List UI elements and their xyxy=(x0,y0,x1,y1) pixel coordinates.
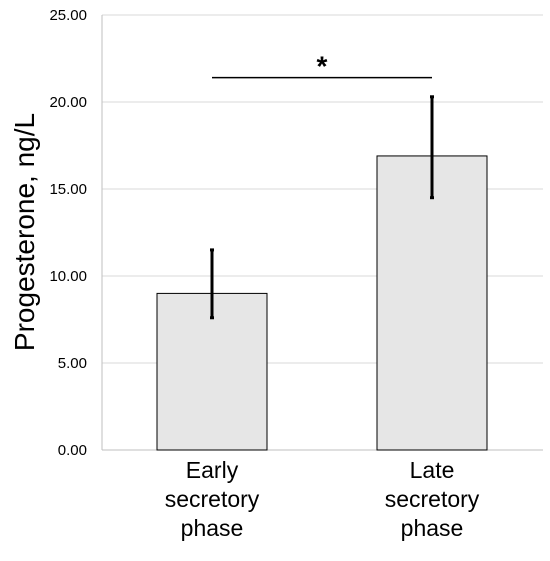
bars xyxy=(156,155,488,451)
x-category-label: secretory xyxy=(165,486,260,512)
y-tick-label: 15.00 xyxy=(49,181,87,198)
y-tick-label: 5.00 xyxy=(58,355,87,372)
y-tick-label: 20.00 xyxy=(49,94,87,111)
x-category-label: Early xyxy=(186,457,239,483)
y-tick-label: 10.00 xyxy=(49,268,87,285)
x-category-label: secretory xyxy=(385,486,480,512)
bar xyxy=(376,155,488,451)
error-bars xyxy=(210,95,434,320)
significance-annotation: * xyxy=(212,51,432,82)
bar xyxy=(156,292,268,451)
y-axis-title: Progesterone, ng/L xyxy=(9,113,40,351)
axis-labels: 0.00 5.00 10.00 15.00 20.00 25.00 Early secreto… xyxy=(9,7,480,541)
x-category-label: Late xyxy=(410,457,455,483)
x-category-label: phase xyxy=(401,515,464,541)
significance-marker: * xyxy=(317,51,328,82)
y-tick-label: 0.00 xyxy=(58,442,87,459)
x-category-label: phase xyxy=(181,515,244,541)
y-tick-label: 25.00 xyxy=(49,7,87,24)
